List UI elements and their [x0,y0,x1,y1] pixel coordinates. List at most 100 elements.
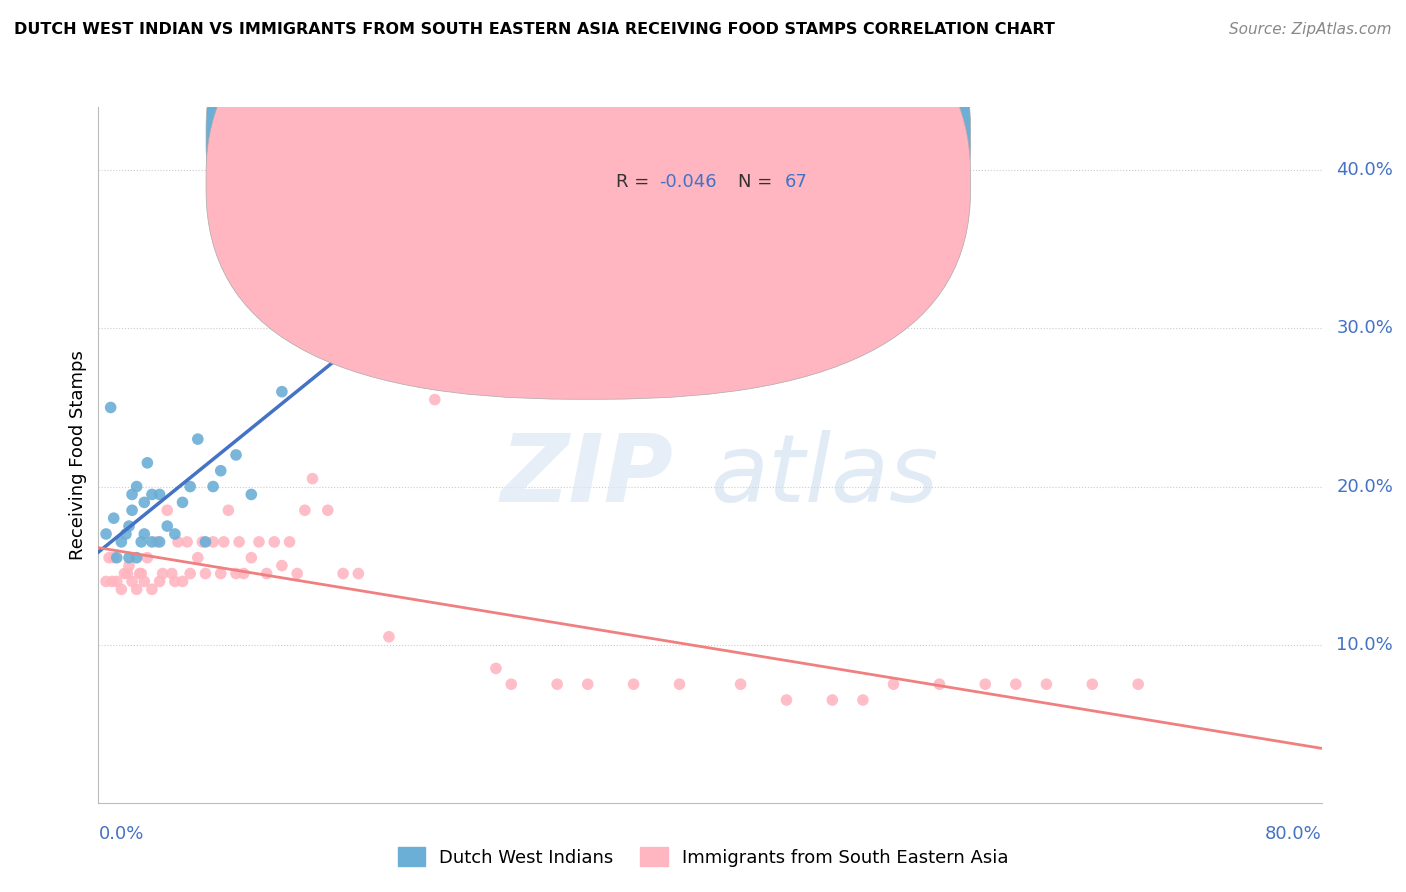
Point [730,677,752,691]
Text: R =: R = [616,128,655,145]
Point [149,574,172,589]
Point [152,566,174,581]
Point [225,566,247,581]
Point [141,534,163,549]
Point [129,566,152,581]
Point [256,566,278,581]
Point [974,677,997,691]
Point [105,574,128,589]
Point [285,243,308,257]
Point [163,527,186,541]
Point [423,392,446,407]
Point [103,550,125,565]
Point [501,677,523,691]
Point [141,487,163,501]
Point [115,527,138,541]
Point [301,472,323,486]
Point [202,534,225,549]
Point [928,677,950,691]
Legend: Dutch West Indians, Immigrants from South Eastern Asia: Dutch West Indians, Immigrants from Sout… [391,840,1015,874]
Point [176,534,198,549]
Point [294,503,316,517]
Point [623,677,645,691]
Point [121,574,143,589]
Point [121,487,143,501]
Point [194,534,217,549]
Point [172,574,194,589]
Point [228,534,250,549]
Point [160,566,183,581]
Point [134,574,156,589]
Point [240,550,263,565]
Text: R =: R = [616,173,655,191]
Text: 40.0%: 40.0% [1336,161,1393,179]
Point [118,519,141,533]
Point [316,503,339,517]
Point [191,534,214,549]
Point [156,519,179,533]
Point [285,566,308,581]
Text: 80.0%: 80.0% [1265,825,1322,843]
Point [852,693,875,707]
FancyBboxPatch shape [207,0,970,400]
Point [1004,677,1026,691]
Point [576,677,599,691]
Point [423,274,446,288]
Point [179,566,201,581]
Text: Source: ZipAtlas.com: Source: ZipAtlas.com [1229,22,1392,37]
Point [546,677,568,691]
Point [347,566,370,581]
Text: N =: N = [738,173,778,191]
Text: 33: 33 [785,128,807,145]
Point [110,534,132,549]
Point [118,558,141,573]
Point [134,527,156,541]
Point [668,677,690,691]
Point [141,582,163,597]
Point [209,464,232,478]
Point [179,479,201,493]
Point [1081,677,1104,691]
Point [163,574,186,589]
Point [247,534,270,549]
Point [240,487,263,501]
Point [883,677,905,691]
Point [1128,677,1150,691]
Y-axis label: Receiving Food Stamps: Receiving Food Stamps [69,350,87,560]
Point [1035,677,1057,691]
Point [128,566,150,581]
Point [194,566,217,581]
Point [94,527,117,541]
Point [172,495,194,509]
Text: 30.0%: 30.0% [1336,319,1393,337]
Point [187,432,209,446]
Point [103,511,125,525]
Point [378,630,401,644]
Point [149,534,172,549]
Point [485,661,508,675]
Text: atlas: atlas [710,430,938,521]
Point [121,503,143,517]
Text: DUTCH WEST INDIAN VS IMMIGRANTS FROM SOUTH EASTERN ASIA RECEIVING FOOD STAMPS CO: DUTCH WEST INDIAN VS IMMIGRANTS FROM SOU… [14,22,1054,37]
Text: N =: N = [738,128,778,145]
Point [117,566,139,581]
Point [270,384,292,399]
Point [134,495,156,509]
Point [110,582,132,597]
Point [125,479,148,493]
Point [98,550,121,565]
Text: 0.0%: 0.0% [98,825,143,843]
Point [129,534,152,549]
Point [125,582,148,597]
Point [136,456,159,470]
Point [225,448,247,462]
Point [105,550,128,565]
Point [125,550,148,565]
Point [100,401,122,415]
Point [263,534,285,549]
Point [145,534,167,549]
Text: 0.253: 0.253 [658,128,710,145]
Text: -0.046: -0.046 [658,173,716,191]
Point [149,487,172,501]
Point [232,566,254,581]
